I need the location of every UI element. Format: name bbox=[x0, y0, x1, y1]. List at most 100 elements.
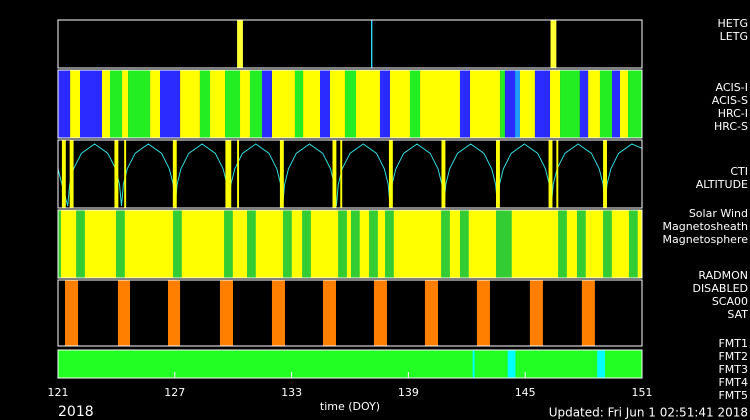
state-interval bbox=[389, 70, 410, 138]
state-interval bbox=[160, 70, 181, 138]
state-interval bbox=[549, 70, 561, 138]
x-tick-label: 151 bbox=[632, 386, 653, 399]
state-interval bbox=[385, 210, 394, 278]
state-interval bbox=[558, 210, 567, 278]
state-interval bbox=[58, 210, 642, 278]
state-interval bbox=[441, 140, 446, 208]
legend-label: FMT1 bbox=[718, 337, 748, 350]
state-interval bbox=[101, 70, 110, 138]
state-interval bbox=[420, 70, 460, 138]
state-interval bbox=[210, 70, 226, 138]
panel-frame bbox=[57, 139, 643, 209]
state-interval bbox=[576, 210, 586, 278]
state-interval bbox=[507, 350, 516, 378]
state-interval bbox=[620, 70, 628, 138]
legend-title: RADMON bbox=[698, 269, 748, 282]
year-label: 2018 bbox=[58, 404, 94, 420]
state-interval bbox=[332, 140, 337, 208]
legend-label: ACIS-S bbox=[712, 94, 748, 107]
state-interval bbox=[371, 20, 373, 68]
legend-label: FMT2 bbox=[718, 350, 748, 363]
state-interval bbox=[459, 70, 470, 138]
state-interval bbox=[225, 140, 232, 208]
panel-frame bbox=[57, 349, 643, 379]
state-interval bbox=[500, 70, 505, 138]
state-interval bbox=[529, 280, 543, 346]
state-interval bbox=[369, 210, 378, 278]
state-interval bbox=[356, 70, 380, 138]
legend-label: Solar Wind bbox=[689, 207, 748, 220]
state-interval bbox=[124, 140, 127, 208]
state-interval bbox=[459, 210, 469, 278]
state-interval bbox=[373, 280, 387, 346]
legend-label: SAT bbox=[727, 308, 748, 321]
state-interval bbox=[322, 280, 336, 346]
state-interval bbox=[560, 70, 580, 138]
state-interval bbox=[581, 280, 595, 346]
state-interval bbox=[167, 280, 181, 346]
state-interval bbox=[58, 350, 642, 378]
state-interval bbox=[109, 70, 123, 138]
state-interval bbox=[247, 210, 256, 278]
state-interval bbox=[409, 70, 421, 138]
state-interval bbox=[519, 70, 535, 138]
legend-label: FMT3 bbox=[718, 363, 748, 376]
legend-label: SCA00 bbox=[712, 295, 748, 308]
panel-frame bbox=[57, 69, 643, 139]
state-interval bbox=[65, 280, 79, 346]
state-interval bbox=[588, 70, 600, 138]
legend-label: HRC-S bbox=[714, 120, 748, 133]
state-interval bbox=[599, 70, 613, 138]
state-interval bbox=[472, 350, 475, 378]
state-interval bbox=[503, 210, 512, 278]
state-interval bbox=[627, 70, 642, 138]
state-interval bbox=[271, 70, 295, 138]
state-interval bbox=[79, 70, 102, 138]
legend-label: ALTITUDE bbox=[696, 178, 748, 191]
state-interval bbox=[69, 140, 74, 208]
state-interval bbox=[237, 20, 243, 68]
state-interval bbox=[294, 70, 304, 138]
state-interval bbox=[579, 70, 589, 138]
state-interval bbox=[302, 210, 311, 278]
state-interval bbox=[116, 210, 125, 278]
panel-frame bbox=[57, 209, 643, 279]
state-interval bbox=[550, 20, 557, 68]
legend-label: HRC-I bbox=[718, 107, 748, 120]
state-interval bbox=[58, 70, 71, 138]
legend-label: ACIS-I bbox=[716, 81, 748, 94]
state-interval bbox=[329, 70, 345, 138]
legend-label: FMT5 bbox=[718, 389, 748, 402]
state-interval bbox=[504, 70, 516, 138]
state-interval bbox=[128, 70, 151, 138]
state-interval bbox=[441, 210, 450, 278]
x-axis-label: time (DOY) bbox=[320, 400, 380, 413]
state-interval bbox=[224, 210, 233, 278]
legend-label: FMT4 bbox=[718, 376, 748, 389]
state-interval bbox=[58, 210, 61, 278]
state-interval bbox=[388, 140, 393, 208]
panel-frame bbox=[57, 279, 643, 347]
panel-frame bbox=[57, 19, 643, 69]
state-interval bbox=[180, 70, 200, 138]
state-interval bbox=[612, 70, 621, 138]
state-interval bbox=[424, 280, 438, 346]
state-interval bbox=[225, 70, 241, 138]
state-interval bbox=[61, 140, 66, 208]
state-interval bbox=[350, 210, 360, 278]
state-interval bbox=[283, 210, 292, 278]
state-interval bbox=[597, 350, 606, 378]
legend-label: Magnetosphere bbox=[663, 233, 749, 246]
legend-label: LETG bbox=[720, 30, 748, 43]
state-interval bbox=[240, 70, 250, 138]
state-interval bbox=[344, 70, 357, 138]
state-interval bbox=[199, 70, 211, 138]
state-interval bbox=[628, 210, 638, 278]
state-interval bbox=[496, 140, 500, 208]
state-interval bbox=[114, 140, 119, 208]
state-interval bbox=[173, 210, 182, 278]
state-interval bbox=[150, 70, 161, 138]
state-interval bbox=[117, 280, 131, 346]
state-interval bbox=[340, 140, 343, 208]
